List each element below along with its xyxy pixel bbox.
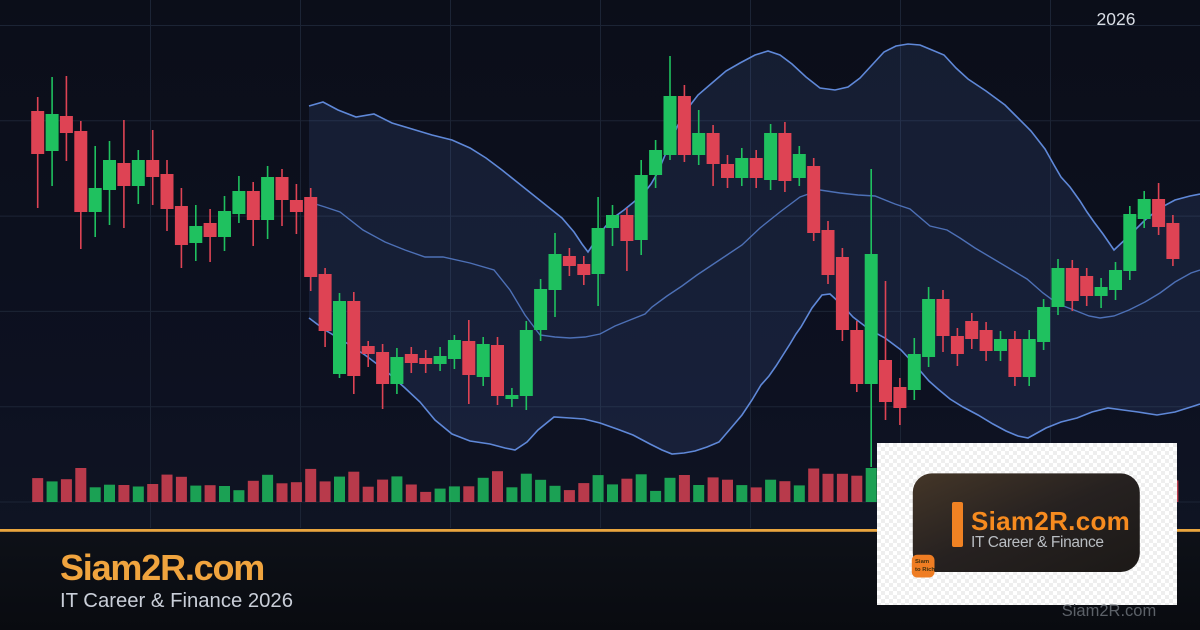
svg-text:2026: 2026	[1097, 9, 1136, 29]
svg-text:Siam2R.com: Siam2R.com	[60, 547, 264, 588]
svg-text:IT Career & Finance: IT Career & Finance	[971, 534, 1104, 551]
svg-text:Siam: Siam	[915, 559, 929, 565]
svg-text:to Rich: to Rich	[915, 567, 935, 573]
svg-text:Siam2R.com: Siam2R.com	[1062, 602, 1156, 620]
svg-text:IT Career & Finance 2026: IT Career & Finance 2026	[60, 590, 293, 612]
svg-text:Siam2R.com: Siam2R.com	[971, 506, 1130, 536]
